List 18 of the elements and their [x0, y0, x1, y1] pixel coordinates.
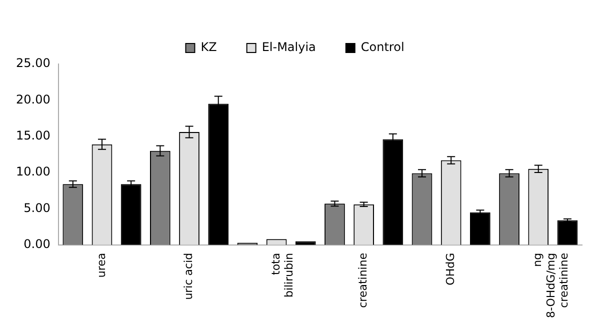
legend-label: El-Malyia [262, 40, 316, 54]
x-tick-label: ng 8-OHdG/mg creatinine [531, 252, 571, 318]
x-tick-label: tota bilirubin [269, 252, 296, 298]
y-tick-label: 5.00 [24, 200, 50, 215]
y-tick-label: 10.00 [16, 164, 50, 179]
x-tick-label: creatinine [356, 252, 370, 308]
legend-label: KZ [200, 40, 217, 54]
y-tick-label: 20.00 [16, 92, 50, 106]
y-tick-label: 15.00 [16, 128, 50, 142]
x-tick-label: urea [94, 252, 108, 278]
bar [120, 184, 142, 245]
bar [470, 212, 490, 245]
bar [557, 220, 578, 245]
legend-label: Control [360, 40, 404, 54]
x-tick-label: OHdG [444, 252, 457, 286]
y-tick-label: 25.00 [16, 56, 50, 70]
x-tick-label: uric acid [182, 252, 196, 300]
y-tick-label: 0.00 [24, 237, 50, 252]
